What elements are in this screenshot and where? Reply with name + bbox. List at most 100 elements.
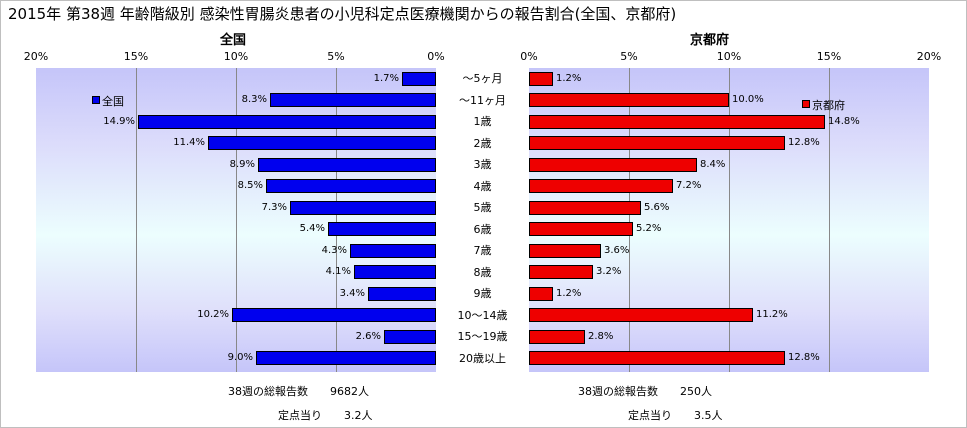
bar-kyoto [529, 93, 729, 108]
bar-national [384, 329, 436, 344]
data-label-national: 4.3% [321, 244, 347, 256]
bar-national [290, 200, 436, 215]
legend-label-national: 全国 [102, 95, 124, 108]
data-label-kyoto: 12.8% [788, 352, 820, 364]
data-label-kyoto: 1.2% [556, 72, 582, 84]
bar-kyoto [529, 179, 673, 194]
bar-kyoto [529, 243, 601, 258]
bar-national [138, 114, 436, 129]
data-label-kyoto: 3.2% [596, 266, 622, 278]
category-label: 8歳 [473, 265, 492, 279]
legend-swatch-national [92, 96, 100, 104]
category-label: 20歳以上 [459, 351, 506, 365]
category-label: 3歳 [473, 158, 492, 171]
data-label-national: 9.0% [227, 352, 253, 364]
data-label-national: 10.2% [197, 309, 229, 321]
data-label-national: 8.3% [241, 94, 267, 106]
bar-kyoto [529, 222, 633, 237]
plot-area-national [36, 68, 436, 372]
chart-title: 2015年 第38週 年齢階級別 感染性胃腸炎患者の小児科定点医療機関からの報告… [8, 5, 677, 23]
data-label-national: 2.6% [355, 330, 381, 342]
x-tick-label-national: 5% [327, 50, 345, 63]
gridline-national [336, 68, 337, 372]
bar-national [402, 71, 436, 86]
data-label-kyoto: 11.2% [756, 309, 788, 321]
subtitle-national: 全国 [220, 33, 247, 48]
data-label-kyoto: 14.8% [828, 115, 860, 127]
bar-national [368, 286, 436, 301]
data-label-kyoto: 12.8% [788, 137, 820, 149]
x-tick-label-national: 10% [223, 50, 249, 63]
data-label-kyoto: 5.6% [644, 201, 670, 213]
category-label: 15～19歳 [457, 330, 508, 343]
legend-kyoto: 京都府 [802, 97, 845, 113]
data-label-national: 3.4% [339, 287, 365, 299]
bar-national [258, 157, 436, 172]
plot-area-kyoto [529, 68, 929, 372]
legend-label-kyoto: 京都府 [812, 99, 845, 112]
footer-national-reports: 38週の総報告数 9682人 [228, 385, 369, 398]
data-label-kyoto: 5.2% [636, 223, 662, 235]
category-label: 7歳 [473, 244, 492, 257]
category-label: 4歳 [473, 179, 492, 193]
category-label: 2歳 [473, 136, 492, 150]
bar-kyoto [529, 136, 785, 151]
data-label-national: 5.4% [299, 223, 325, 235]
bar-kyoto [529, 71, 553, 86]
subtitle-kyoto: 京都府 [690, 33, 730, 48]
gridline-kyoto [629, 68, 630, 372]
bar-kyoto [529, 200, 641, 215]
data-label-national: 8.9% [229, 158, 255, 170]
gridline-national [136, 68, 137, 372]
x-tick-label-national: 20% [23, 50, 49, 63]
bar-national [354, 265, 436, 280]
data-label-national: 14.9% [103, 115, 135, 127]
bar-kyoto [529, 157, 697, 172]
x-tick-label-kyoto: 0% [520, 50, 538, 63]
x-tick-label-kyoto: 15% [816, 50, 842, 63]
data-label-kyoto: 10.0% [732, 94, 764, 106]
data-label-national: 11.4% [173, 137, 205, 149]
bar-national [266, 179, 436, 194]
bar-kyoto [529, 265, 593, 280]
bar-national [328, 222, 436, 237]
x-tick-label-national: 0% [427, 50, 445, 63]
category-label: ～5ヶ月 [462, 72, 503, 85]
data-label-national: 7.3% [261, 201, 287, 213]
bar-national [232, 308, 436, 323]
bar-national [270, 93, 436, 108]
x-tick-label-kyoto: 20% [916, 50, 942, 63]
bar-kyoto [529, 286, 553, 301]
gridline-kyoto [729, 68, 730, 372]
category-label: 1歳 [473, 115, 492, 128]
category-label: 9歳 [473, 287, 492, 300]
data-label-national: 4.1% [325, 266, 351, 278]
data-label-kyoto: 2.8% [588, 330, 614, 342]
category-label: 5歳 [473, 201, 492, 214]
data-label-national: 1.7% [373, 72, 399, 84]
bar-kyoto [529, 308, 753, 323]
data-label-kyoto: 3.6% [604, 244, 630, 256]
bar-national [256, 351, 436, 366]
category-label: 10～14歳 [457, 308, 508, 322]
bar-kyoto [529, 114, 825, 129]
bar-national [208, 136, 436, 151]
category-label: 6歳 [473, 222, 492, 236]
data-label-kyoto: 1.2% [556, 287, 582, 299]
bar-kyoto [529, 329, 585, 344]
data-label-national: 8.5% [237, 180, 263, 192]
gridline-kyoto [829, 68, 830, 372]
footer-kyoto-reports: 38週の総報告数 250人 [578, 385, 712, 398]
bar-kyoto [529, 351, 785, 366]
bar-national [350, 243, 436, 258]
x-tick-label-kyoto: 10% [716, 50, 742, 63]
footer-kyoto-per-site: 定点当り 3.5人 [628, 409, 723, 422]
legend-national: 全国 [92, 93, 124, 109]
gridline-national [236, 68, 237, 372]
legend-swatch-kyoto [802, 100, 810, 108]
data-label-kyoto: 7.2% [676, 180, 702, 192]
data-label-kyoto: 8.4% [700, 158, 726, 170]
x-tick-label-national: 15% [123, 50, 149, 63]
category-label: ～11ヶ月 [459, 93, 506, 107]
footer-national-per-site: 定点当り 3.2人 [278, 409, 373, 422]
